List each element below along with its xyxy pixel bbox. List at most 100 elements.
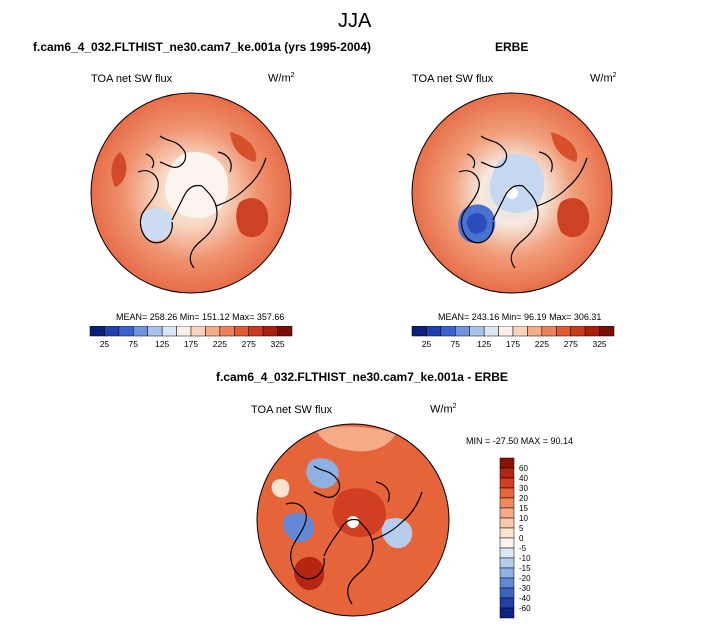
panel-2-colorbar-swatch [527,326,543,337]
panel-1-colorbar-swatch [176,326,192,337]
panel-3-warm-light-region [316,426,396,452]
panel-2-colorbar-swatch [512,326,528,337]
panel-2-colorbar-swatch [426,326,442,337]
panel-2-warm-region [551,132,578,162]
panel-1-colorbar-swatch [89,326,105,337]
panel-2-colorbar-swatch [440,326,456,337]
panel-3-colorbar-swatch [499,547,515,559]
panel-3-colorbar-swatch [499,587,515,599]
panel-3-colorbar-tick-label: -40 [519,594,531,603]
panel-3-colorbar-tick-label: 60 [519,464,528,473]
panel-3-colorbar-tick-label: -20 [519,574,531,583]
panel-1-colorbar-swatch [118,326,134,337]
panel-2-map [411,92,613,294]
panel-2-colorbar-swatch [570,326,586,337]
panel-1-header: f.cam6_4_032.FLTHIST_ne30.cam7_ke.001a (… [33,40,371,54]
panel-2-colorbar-swatch [556,326,571,337]
panel-2-colorbar-tick-label: 175 [506,339,520,349]
panel-2-colorbar-tick-label: 125 [477,339,491,349]
panel-2-colorbar-swatch [469,326,485,337]
panel-2-colorbar-tick-label: 225 [535,339,549,349]
panel-3-colorbar-swatch [499,577,515,589]
panel-1-colorbar-swatch [161,326,177,337]
panel-1-colorbar-tick-label: 225 [213,339,227,349]
panel-1-colorbar-swatch [234,326,249,337]
panel-1-colorbar-swatch [133,326,148,337]
panel-1-greenland-region [140,207,173,241]
panel-1-colorbar-tick-label: 275 [242,339,256,349]
panel-3-colorbar-swatch [499,607,515,619]
panel-3-colorbar-swatch [499,517,515,529]
panel-1-coastlines [137,135,267,269]
panel-2-stats: MEAN= 243.16 Min= 96.19 Max= 306.31 [438,312,602,322]
panel-3-warm-dark-region [294,556,325,591]
panel-1-warm-region-2 [111,152,127,187]
panel-1-warm-region-3 [236,198,269,238]
panel-3-colorbar-tick-label: -15 [519,564,531,573]
panel-1-colorbar-tick-label: 175 [184,339,198,349]
panel-2-colorbar-swatch [584,326,600,337]
panel-3-colorbar-swatch [499,597,515,609]
panel-1-colorbar-tick-label: 325 [270,339,284,349]
panel-1-colorbar-swatch [262,326,278,337]
panel-2-colorbar-tick-label: 25 [422,339,432,349]
panel-3-colorbar-tick-label: 40 [519,474,528,483]
panel-2-variable: TOA net SW flux [412,73,494,85]
panel-1-colorbar-swatch [104,326,120,337]
panel-1-colorbar-swatch [147,326,163,337]
panel-2-colorbar-swatch [541,326,557,337]
panel-2-header: ERBE [495,40,529,54]
panel-2-colorbar-swatch [411,326,427,337]
panel-2-colorbar-tick-label: 275 [564,339,578,349]
panel-3-colorbar-tick-label: -5 [519,544,527,553]
panel-1-colorbar-swatch [190,326,206,337]
panel-3-colorbar-tick-label: -60 [519,604,531,613]
figure-title: JJA [338,10,372,32]
panel-2-colorbar-tick-label: 325 [592,339,606,349]
panel-2-colorbar-swatch [483,326,499,337]
panel-3-colorbar-tick-label: -10 [519,554,531,563]
panel-3-variable: TOA net SW flux [251,404,333,416]
panel-3-colorbar-swatch [499,457,515,469]
panel-3-cool-region-3 [381,517,413,549]
panel-3-colorbar-tick-label: 30 [519,484,528,493]
panel-3-units: W/m2 [430,403,457,416]
panel-1-map [90,92,292,294]
panel-3-colorbar-swatch [499,497,515,509]
panel-3-map [256,423,450,617]
panel-1-units: W/m2 [268,72,295,85]
panel-2-colorbar: 2575125175225275325375 [411,326,615,349]
panel-1-variable: TOA net SW flux [91,73,173,85]
panel-1-colorbar-swatch [248,326,264,337]
panel-3-colorbar-tick-label: 15 [519,504,528,513]
panel-1-colorbar-tick-label: 75 [129,339,139,349]
panel-2-units: W/m2 [590,72,617,85]
panel-1-colorbar-swatch [277,326,293,337]
panel-3-map-border [256,423,450,617]
panel-2-coastlines [458,135,588,269]
panel-2-pole-gap [506,187,518,199]
panel-2-colorbar-swatch [599,326,615,337]
panel-3-colorbar-swatch [499,507,515,519]
panel-2-colorbar-swatch [455,326,470,337]
panel-3-colorbar-swatch [499,477,515,489]
panel-2-map-border [411,92,613,294]
panel-3-warm-core [332,488,386,538]
panel-1-stats: MEAN= 258.26 Min= 151.12 Max= 357.66 [116,312,285,322]
panel-1-colorbar-swatch [205,326,221,337]
panel-3-colorbar-swatch [499,487,515,499]
panel-1-warm-region [230,132,257,162]
panel-3-neutral-region [271,478,290,498]
panel-3-pole-gap [347,516,359,528]
panel-3-coastlines [285,465,423,605]
panel-3-colorbar-swatch [499,557,515,569]
panel-3-colorbar-tick-label: 10 [519,514,528,523]
panel-3-colorbar-tick-label: 20 [519,494,528,503]
panel-3-colorbar-tick-label: 5 [519,524,524,533]
panel-1-colorbar-tick-label: 25 [100,339,110,349]
panel-2-greenland-core [466,213,487,234]
panel-2-warm-region-2 [557,198,590,238]
panel-3-colorbar-tick-label: 0 [519,534,524,543]
panel-1-colorbar-swatch [219,326,235,337]
